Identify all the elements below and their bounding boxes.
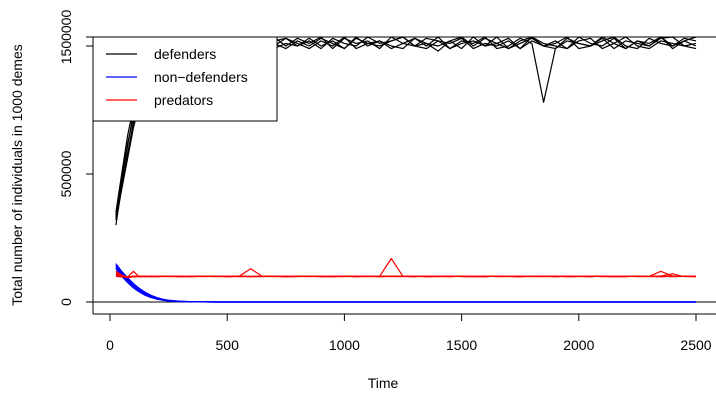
x-axis: 0 500 1000 1500 2000 2500 (106, 314, 712, 353)
series-line-non-defenders-1 (115, 265, 696, 303)
x-tick-label: 1000 (329, 337, 360, 353)
y-tick-label: 1500000 (58, 10, 74, 65)
y-axis: 0 500000 1500000 (58, 10, 93, 306)
legend-label: defenders (154, 46, 216, 62)
x-tick-label: 500 (216, 337, 240, 353)
series-line-predators-4 (115, 257, 697, 278)
legend-label: predators (154, 92, 213, 108)
y-axis-title: Total number of individuals in 1000 deme… (9, 44, 25, 306)
x-axis-title: Time (368, 375, 399, 391)
y-tick-label: 0 (58, 298, 74, 306)
y-tick-label: 500000 (58, 150, 74, 197)
series-line-non-defenders-5 (115, 267, 696, 303)
x-tick-label: 0 (106, 337, 114, 353)
legend: defenders non−defenders predators (92, 36, 278, 122)
x-tick-label: 2000 (563, 337, 594, 353)
x-tick-label: 2500 (680, 337, 711, 353)
legend-box (92, 36, 278, 122)
series-line-non-defenders-3 (115, 268, 696, 303)
series-line-non-defenders-2 (115, 263, 696, 303)
series-line-predators-5 (115, 273, 697, 278)
x-tick-label: 1500 (446, 337, 477, 353)
legend-label: non−defenders (154, 69, 248, 85)
series-line-non-defenders-4 (115, 264, 696, 303)
